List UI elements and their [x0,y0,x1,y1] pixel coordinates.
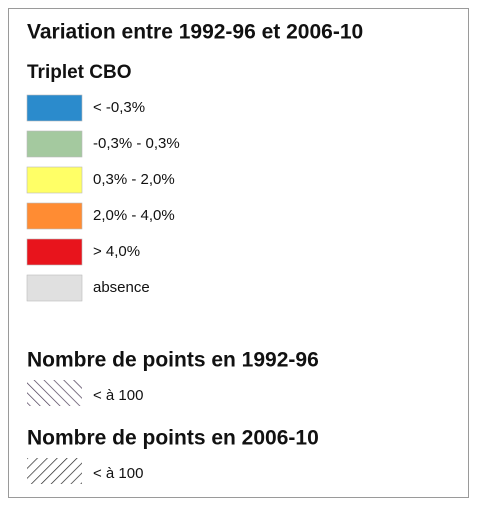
section-title: Nombre de points en 2006-10 [27,427,319,450]
class-swatch [26,130,83,158]
class-label: < -0,3% [93,99,145,116]
class-swatch [26,238,83,266]
hatch-label: < à 100 [93,387,143,404]
section-title: Nombre de points en 1992-96 [27,349,319,372]
classes-title: Triplet CBO [27,62,132,83]
class-label: -0,3% - 0,3% [93,135,180,152]
legend-title: Variation entre 1992-96 et 2006-10 [27,21,363,44]
class-label: 0,3% - 2,0% [93,171,175,188]
class-swatch [26,274,83,302]
class-label: > 4,0% [93,243,140,260]
hatch-swatch [27,380,82,406]
class-swatch [26,166,83,194]
legend-items: < -0,3% -0,3% - 0,3% 0,3% - 2,0% 2,0% - 4,0… [26,94,319,484]
class-swatch [26,202,83,230]
class-label: 2,0% - 4,0% [93,207,175,224]
hatch-label: < à 100 [93,465,143,482]
class-label: absence [93,279,150,296]
class-swatch [26,94,83,122]
legend-frame [8,8,469,498]
hatch-swatch [27,458,82,484]
